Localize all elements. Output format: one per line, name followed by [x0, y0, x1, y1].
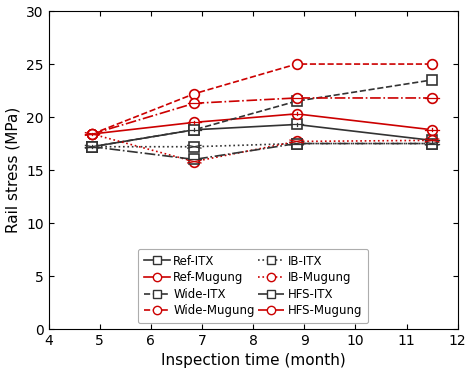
X-axis label: Inspection time (month): Inspection time (month): [161, 353, 346, 368]
Y-axis label: Rail stress (MPa): Rail stress (MPa): [6, 107, 21, 233]
Legend: Ref-ITX, Ref-Mugung, Wide-ITX, Wide-Mugung, IB-ITX, IB-Mugung, HFS-ITX, HFS-Mugu: Ref-ITX, Ref-Mugung, Wide-ITX, Wide-Mugu…: [138, 249, 368, 323]
